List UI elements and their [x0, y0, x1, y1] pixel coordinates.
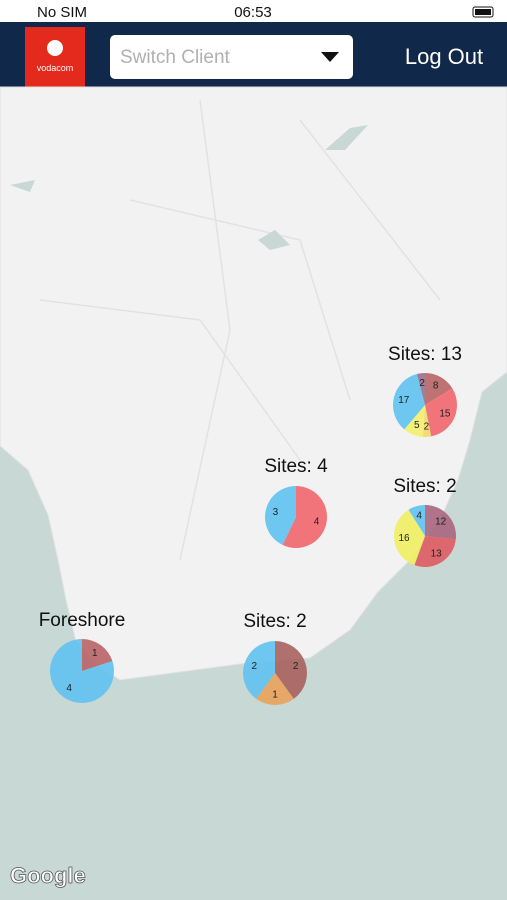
slice-label: 2: [293, 661, 299, 672]
slice-label: 13: [431, 549, 443, 560]
pie-slice[interactable]: [264, 486, 296, 545]
slice-label: 4: [416, 510, 422, 521]
pie-slice[interactable]: [50, 639, 115, 703]
slice-label: 1: [272, 689, 278, 700]
logout-button[interactable]: Log Out: [405, 44, 483, 69]
pie-slice[interactable]: [282, 486, 327, 548]
pie-slice[interactable]: [393, 374, 425, 430]
google-attribution: Google: [10, 863, 86, 888]
slice-label: 16: [398, 533, 410, 544]
carrier: No SIM: [37, 4, 87, 21]
cluster-label: Sites: 2: [393, 476, 456, 497]
slice-label: 4: [314, 516, 320, 527]
battery-level: [475, 9, 491, 15]
pie-slice[interactable]: [256, 673, 294, 706]
status-bar: [0, 0, 507, 22]
map[interactable]: [0, 86, 507, 900]
slice-label: 2: [252, 661, 258, 672]
slice-label: 1: [92, 648, 98, 659]
cluster-label: Foreshore: [39, 610, 126, 631]
battery: [472, 6, 494, 18]
pie-slice[interactable]: [416, 373, 425, 405]
slice-label: 4: [66, 683, 72, 694]
pie-slice[interactable]: [408, 505, 425, 536]
pie-slice[interactable]: [414, 536, 456, 567]
pie-slice[interactable]: [425, 388, 457, 437]
pie-slice[interactable]: [242, 641, 275, 699]
pie-slice[interactable]: [82, 639, 113, 671]
pie-slice[interactable]: [425, 505, 456, 540]
cluster-label: Sites: 4: [264, 456, 328, 477]
dropdown[interactable]: [110, 35, 353, 79]
logo[interactable]: [25, 27, 85, 87]
cluster-label: Sites: 2: [243, 611, 306, 632]
dropdown-arrow: [321, 52, 339, 62]
slice-label: 17: [398, 395, 410, 406]
pie-slice[interactable]: [404, 405, 425, 437]
logo-text: vodacom: [37, 63, 74, 73]
slice-label: 2: [419, 378, 425, 389]
slice-label: 3: [273, 507, 279, 518]
pie-slice[interactable]: [275, 641, 308, 699]
slice-label: 12: [435, 517, 447, 528]
slice-label: 5: [414, 420, 420, 431]
slice-label: 8: [433, 381, 439, 392]
pie-slice[interactable]: [422, 405, 432, 438]
slice-label: 15: [439, 408, 451, 419]
slice-label: 2: [424, 421, 430, 432]
cluster-label: Sites: 13: [388, 344, 462, 365]
time: 06:53: [234, 4, 272, 21]
dropdown-placeholder: Switch Client: [120, 47, 231, 68]
logo-mark: [47, 40, 63, 56]
pie-slice[interactable]: [425, 373, 453, 405]
roads: [39, 99, 441, 561]
pie-slice[interactable]: [393, 509, 425, 566]
